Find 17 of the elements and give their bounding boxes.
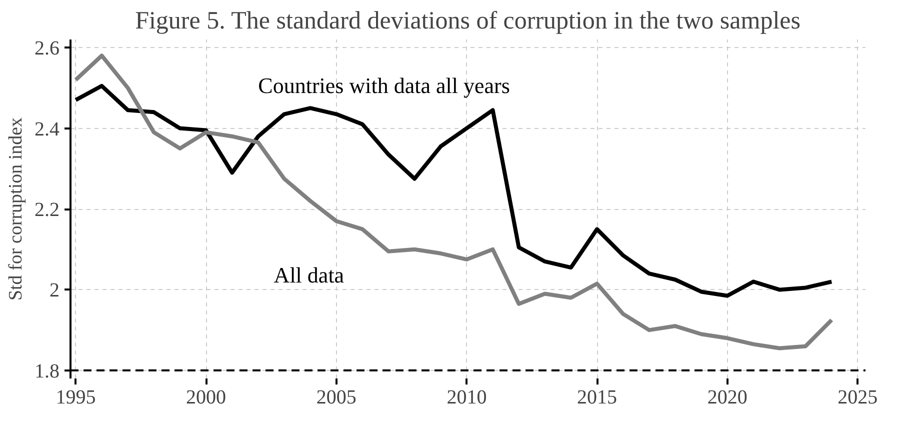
- y-tick-label: 2.4: [34, 118, 60, 140]
- y-tick-label: 2: [50, 280, 60, 302]
- y-tick-label: 2.2: [34, 199, 60, 221]
- x-tick-label: 2005: [316, 386, 356, 408]
- line-series: [74, 54, 834, 350]
- x-tick-label: 2025: [838, 386, 878, 408]
- chart-title: Figure 5. The standard deviations of corruption in the two samples: [135, 8, 800, 34]
- y-tick-label: 2.6: [34, 38, 60, 60]
- series-label: Countries with data all years: [258, 73, 510, 98]
- x-tick-label: 2015: [577, 386, 618, 408]
- y-tick-label: 1.8: [34, 360, 60, 382]
- x-tick-label: 2020: [707, 386, 748, 408]
- y-axis-title: Std for corruption index: [6, 116, 26, 301]
- x-tick-label: 1995: [56, 386, 96, 408]
- x-tick-label: 2010: [446, 386, 487, 408]
- series-label: All data: [274, 262, 344, 288]
- x-tick-label: 2000: [186, 386, 226, 408]
